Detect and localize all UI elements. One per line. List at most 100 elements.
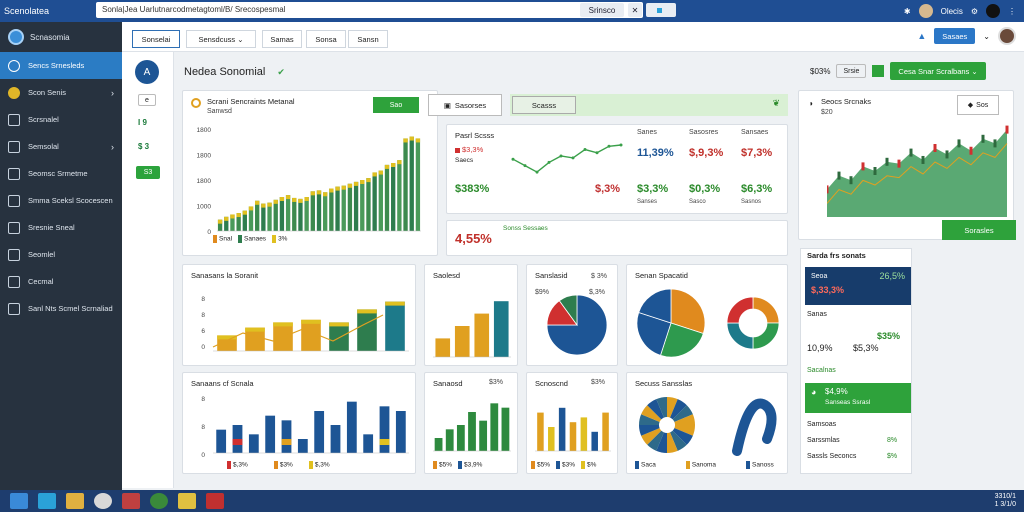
app4-icon[interactable] [206,493,224,509]
bar [372,172,377,231]
user-avatar[interactable] [998,27,1016,45]
card9-legend-1: $,3% [233,461,248,469]
pie-slice [726,322,754,350]
candle [981,134,985,143]
bar [366,178,371,231]
leaf-icon[interactable]: ❦ [772,98,780,108]
candle [897,159,901,168]
bar-cap [391,163,396,167]
sidebar-item-4[interactable]: Seomsc Srmetme [0,160,122,187]
card3-label: Sonss Sessaes [503,225,548,232]
sidebar-item-5[interactable]: Smma Sceksl Scocescen [0,187,122,214]
bar-series-card: Sanaans cf Scnala 8 8 0 $,3% $3% $,3% [182,372,416,474]
sidebar-item-9[interactable]: Sanl Nts Scmel Scrnaliad [0,295,122,322]
sidebar-item-1[interactable]: Scon Senis › [0,79,122,106]
monitor-icon [8,167,20,180]
browser-icon[interactable] [38,493,56,509]
mini-value-1: I 9 [138,118,147,127]
bar [558,407,566,451]
line-point [547,160,551,164]
address-bar[interactable]: Sonla|Jea Uarlutnarcodmetagtoml/B/ Sreco… [96,2,643,18]
bar [248,206,254,231]
sidebar-item-label: Scon Senis [28,88,66,97]
start-icon[interactable] [10,493,28,509]
bar [347,183,353,231]
card2-kpi-row1: 11,39% [637,147,674,159]
bar-cap [255,200,260,205]
mini-green-badge[interactable]: S3 [136,166,160,179]
app2-icon[interactable] [150,493,168,509]
pin-icon[interactable]: ✱ [903,6,911,16]
tab-2[interactable]: Sensdcuss ⌄ [186,30,256,48]
calendar-icon [8,302,20,315]
browser-tab-a[interactable]: Srinsco [580,3,624,17]
tab-5[interactable]: Sansn [348,30,388,48]
menu-dots-icon[interactable]: ⋮ [1008,6,1016,16]
toolbar-button-1[interactable]: ▣ Sasorses [428,94,502,116]
browser-tab-b[interactable] [646,3,676,17]
card2-kpi-row1: $,9,3% [689,147,724,159]
bar-cap [415,138,421,143]
bar [537,412,544,451]
dark-card-label: Seoa [811,273,828,280]
avatar[interactable] [918,4,933,18]
green-square-icon[interactable] [872,65,885,77]
toolbar-button-2[interactable]: Scasss [512,96,576,114]
card2-kpi-row2: $3,3% [637,183,669,195]
right-green-card[interactable]: ◕ $4,9% Sanseas Ssrasl [805,383,911,413]
pie-card: Sanslasid $ 3% $9% $,3% [526,264,618,366]
image-icon: ▣ [443,100,451,110]
card1-button[interactable]: Sao [373,97,419,113]
bar-cap [341,185,346,190]
sidebar-logo[interactable]: Scnasomia [0,22,122,52]
bell-icon[interactable]: ⚙ [970,6,978,16]
app-icon[interactable] [122,493,140,509]
sidebar-item-6[interactable]: Sresnie Sneal [0,214,122,241]
card2-kpi-row1: $7,3% [741,147,773,159]
line-point [559,154,563,158]
page-title-text: Nedea Sonomial [184,66,266,78]
bar-cap [217,335,237,340]
tab-1[interactable]: Sonselai [132,30,180,48]
bar [580,417,588,451]
card4-bottom-button[interactable]: Sorasles [942,220,1016,240]
mini-control[interactable]: e [138,94,156,106]
card12-legend-1: Saca [641,461,656,469]
bar-cap [360,180,365,184]
close-icon[interactable]: ✕ [628,3,642,17]
nav-action-button[interactable]: Sasaes [934,28,976,44]
sidebar-item-8[interactable]: Cecmal [0,268,122,295]
bar [298,198,303,231]
bar-cap [298,198,303,203]
cloud-icon[interactable]: ▲ [917,31,927,41]
toolbar-green-strip: Scasss ❦ [510,94,788,116]
page-title: Nedea Sonomial ✔ [184,66,285,78]
chrome-icon[interactable] [94,493,112,509]
system-tray[interactable]: 3310/1 1 3/1/0 [995,493,1016,509]
card4-button[interactable]: ◆ Sos [957,95,999,115]
tab-3[interactable]: Samas [262,30,302,48]
header-pill[interactable]: Srsie [836,64,867,78]
card4-area-chart [827,125,1009,217]
card2-col-header: Sansaes [741,129,769,136]
compass-icon[interactable]: A [135,60,159,84]
bar-cap [217,219,223,224]
radial-segment [647,425,667,451]
sidebar-item-7[interactable]: Seomlel [0,241,122,268]
card11-value: $3% [591,379,606,386]
right-dark-card[interactable]: Seoa 26,5% $,33,3% [805,267,911,305]
radial-segment [641,425,667,445]
sidebar-item-2[interactable]: Scrsnalel [0,106,122,133]
folder-icon[interactable] [66,493,84,509]
sidebar-item-0[interactable]: Sencs Srnesleds [0,52,122,79]
header-action-button[interactable]: Cesa Snar Scralbans ⌄ [890,62,986,80]
chevron-down-icon[interactable]: ⌄ [983,31,990,41]
sidebar-item-3[interactable]: Semsolal › [0,133,122,160]
tab-4[interactable]: Sonsa [306,30,346,48]
bar-cap [245,327,265,332]
user-dark-icon[interactable] [986,4,1000,18]
app3-icon[interactable] [178,493,196,509]
bar [378,170,383,231]
area-fill [827,129,1007,217]
bar [230,214,235,231]
